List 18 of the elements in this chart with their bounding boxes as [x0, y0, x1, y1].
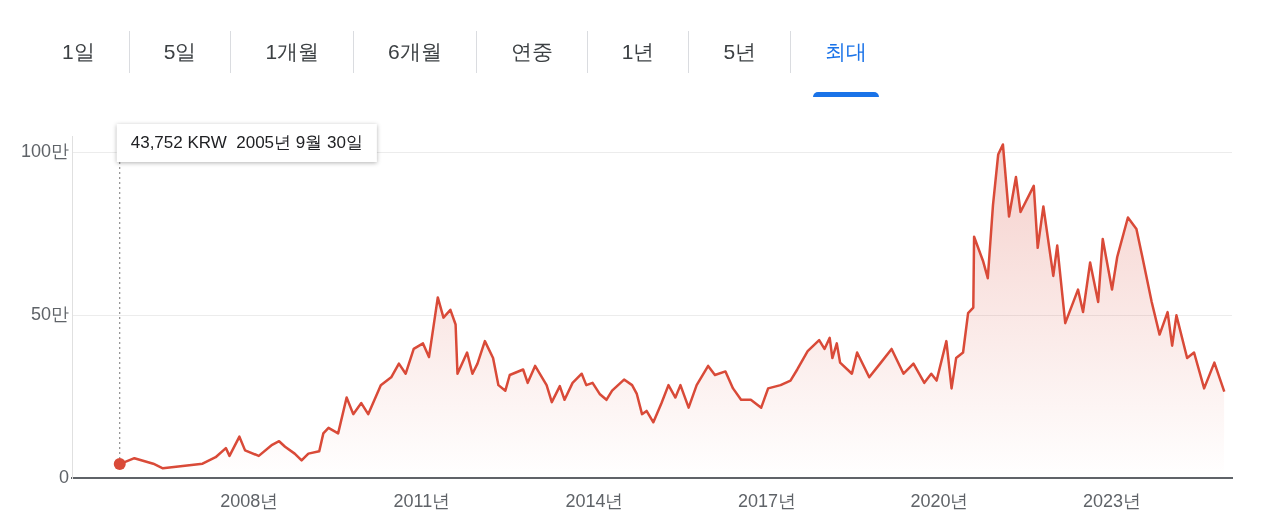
- text: 1일: [62, 40, 95, 63]
- text: 6개월: [388, 40, 442, 63]
- text: 최대: [825, 40, 868, 63]
- x-tick-label: 2014년: [565, 491, 624, 512]
- text: 5일: [163, 40, 197, 63]
- text: 1년: [621, 40, 655, 63]
- y-tick-label: 50만: [31, 304, 70, 325]
- text: 연중: [510, 40, 553, 63]
- y-tick-label: 0: [59, 467, 70, 488]
- annotation: 43,752 KRW 2005년 9월 30일: [130, 132, 363, 152]
- x-tick-label: 2020년: [910, 491, 969, 512]
- text: 5년: [723, 40, 757, 63]
- x-tick-label: 2023년: [1083, 491, 1142, 512]
- y-tick-label: 100만: [20, 141, 70, 162]
- x-tick-label: 2011년: [393, 491, 451, 512]
- x-tick-label: 2017년: [738, 491, 797, 512]
- x-tick-label: 2008년: [220, 491, 279, 512]
- text: 1개월: [265, 40, 320, 63]
